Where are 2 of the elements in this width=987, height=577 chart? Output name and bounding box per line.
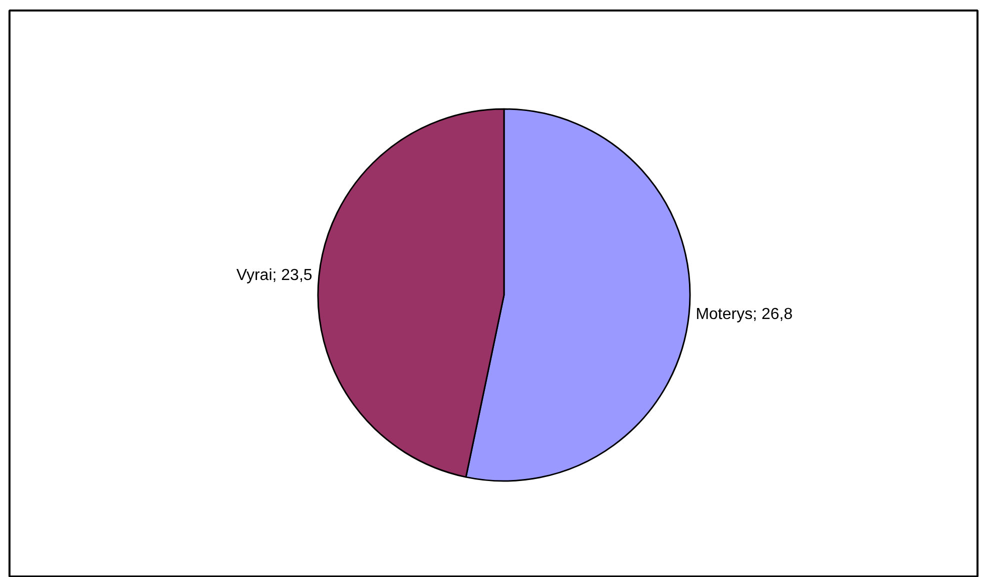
slice-label: Moterys; 26,8 (696, 306, 793, 324)
slice-label: Vyrai; 23,5 (236, 266, 312, 284)
